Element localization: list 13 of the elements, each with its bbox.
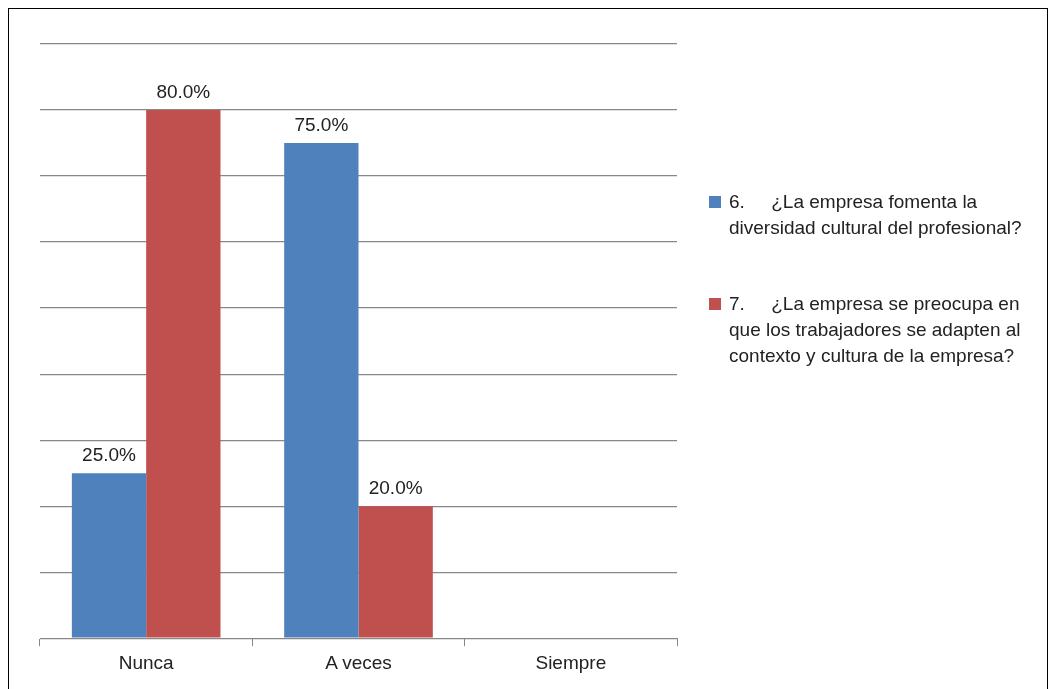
bar [146, 110, 221, 638]
bar [71, 473, 147, 638]
legend-label: 6. ¿La empresa fomenta la diversidad cultural del profesional? [729, 191, 1022, 238]
x-tick-label: Siempre [535, 651, 607, 673]
x-tick-label: Nunca [118, 651, 175, 673]
bar [358, 506, 433, 638]
legend-label: 7. ¿La empresa se preocupa en que los trabajadores se adapten al contexto y cultura de la empresa? [729, 293, 1022, 366]
data-label: 80.0% [156, 80, 211, 102]
data-label: 25.0% [82, 443, 137, 465]
x-tick-label: A veces [325, 651, 392, 673]
data-label: 75.0% [294, 113, 349, 135]
bar [284, 143, 359, 638]
data-label: 20.0% [368, 476, 423, 498]
